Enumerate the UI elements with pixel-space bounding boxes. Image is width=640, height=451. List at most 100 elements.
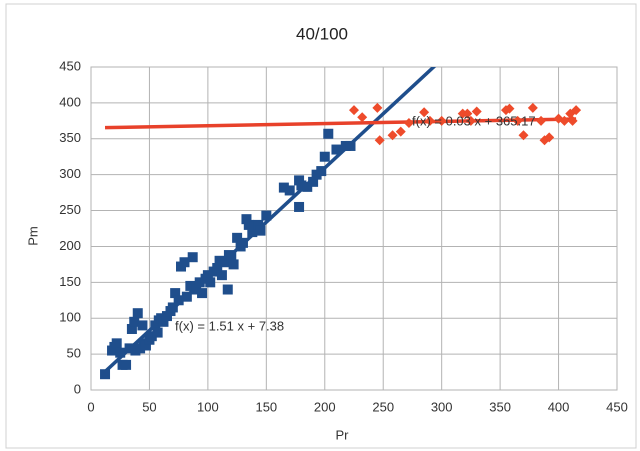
data-point: [212, 262, 223, 273]
data-point: [527, 102, 538, 113]
data-point: [255, 225, 266, 236]
data-point: [247, 227, 258, 238]
data-point: [465, 115, 476, 126]
data-point: [319, 151, 330, 162]
data-point: [571, 105, 582, 116]
data-point: [129, 316, 140, 327]
data-point: [191, 284, 202, 295]
data-point: [121, 359, 132, 370]
data-point: [302, 181, 313, 192]
y-tick-label: 100: [59, 310, 81, 325]
data-point: [135, 343, 146, 354]
data-point: [518, 130, 529, 141]
x-tick-label: 400: [548, 399, 570, 414]
data-point: [323, 128, 334, 139]
trendline-label: f(x) = 0.03 x + 365.17: [412, 113, 536, 128]
data-point: [158, 316, 169, 327]
data-point: [187, 252, 198, 263]
data-point: [181, 291, 192, 302]
y-tick-label: 450: [59, 58, 81, 73]
data-point: [294, 201, 305, 212]
data-point: [185, 280, 196, 291]
data-point: [345, 140, 356, 151]
y-axis-label: Pm: [25, 226, 40, 246]
data-point: [197, 288, 208, 299]
data-point: [126, 323, 137, 334]
data-point: [436, 115, 447, 126]
data-point: [374, 135, 385, 146]
data-point: [150, 320, 161, 331]
data-point: [220, 257, 231, 268]
data-point: [232, 232, 243, 243]
y-tick-label: 250: [59, 202, 81, 217]
data-point: [167, 302, 178, 313]
data-point: [237, 237, 248, 248]
data-point: [471, 106, 482, 117]
x-tick-label: 0: [87, 399, 94, 414]
data-point: [403, 117, 414, 128]
data-point: [316, 166, 327, 177]
data-point: [349, 105, 359, 116]
x-tick-label: 300: [431, 399, 453, 414]
data-point: [296, 180, 307, 191]
data-point: [372, 102, 383, 113]
data-point: [202, 270, 213, 281]
x-tick-label: 250: [372, 399, 394, 414]
y-tick-label: 0: [74, 381, 81, 396]
data-point: [194, 277, 205, 288]
data-point: [424, 115, 435, 126]
plot-frame: [90, 66, 618, 391]
data-point: [567, 115, 578, 126]
data-point: [132, 308, 143, 319]
data-point: [137, 320, 148, 331]
data-point: [536, 115, 547, 126]
data-point: [173, 295, 184, 306]
data-point: [294, 175, 305, 186]
data-point: [357, 112, 368, 123]
chart-border: [5, 3, 637, 449]
y-tick-label: 200: [59, 238, 81, 253]
data-point: [222, 284, 233, 295]
data-point: [243, 219, 254, 230]
y-tick-label: 300: [59, 166, 81, 181]
data-point: [419, 107, 430, 118]
data-point: [544, 132, 555, 143]
y-tick-label: 350: [59, 130, 81, 145]
data-point: [140, 340, 151, 351]
data-point: [146, 331, 157, 342]
y-tick-label: 150: [59, 274, 81, 289]
x-tick-label: 200: [314, 399, 336, 414]
data-point: [111, 338, 122, 349]
data-point: [124, 343, 135, 354]
data-point: [504, 103, 515, 114]
y-tick-label: 400: [59, 94, 81, 109]
x-axis-label: Pr: [336, 427, 350, 442]
data-point: [228, 259, 239, 270]
x-tick-label: 450: [606, 399, 628, 414]
data-point: [205, 277, 216, 288]
data-point: [170, 288, 181, 299]
trendline-label: f(x) = 1.51 x + 7.38: [175, 318, 284, 333]
data-point: [261, 210, 272, 221]
x-tick-label: 150: [255, 399, 277, 414]
data-point: [161, 311, 172, 322]
data-point: [387, 130, 398, 141]
data-point: [179, 257, 190, 268]
data-point: [462, 108, 473, 119]
data-point: [115, 347, 126, 358]
x-tick-label: 350: [489, 399, 511, 414]
data-point: [152, 327, 163, 338]
data-point: [100, 369, 111, 380]
data-point: [308, 176, 319, 187]
data-point: [278, 182, 289, 193]
data-point: [331, 144, 342, 155]
y-tick-label: 50: [67, 346, 81, 361]
x-tick-label: 100: [197, 399, 219, 414]
data-point: [253, 219, 264, 230]
x-tick-label: 50: [142, 399, 156, 414]
data-point: [241, 214, 252, 225]
data-point: [512, 115, 523, 126]
data-point: [559, 115, 570, 126]
